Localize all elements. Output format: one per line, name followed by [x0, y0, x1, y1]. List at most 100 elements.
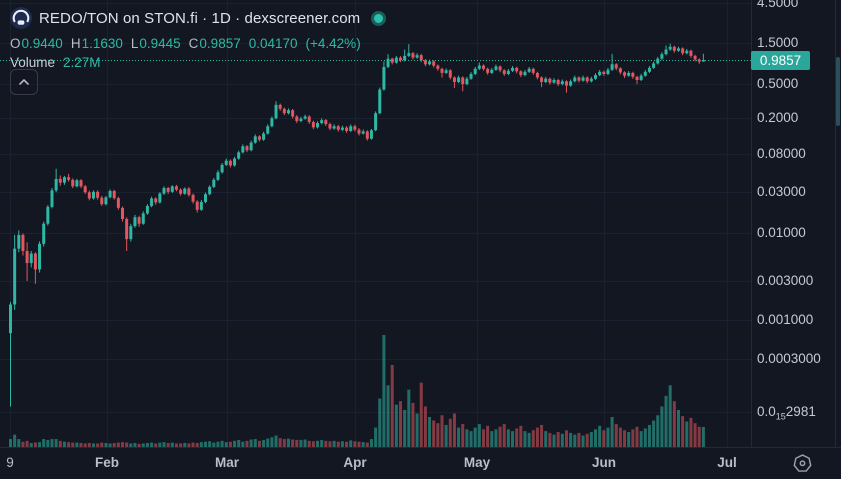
candle-body [216, 172, 220, 180]
candle-body [253, 136, 257, 143]
volume-bar [121, 442, 125, 447]
volume-bar [291, 439, 295, 447]
volume-bar [581, 435, 585, 447]
candle-body [166, 188, 170, 192]
price-tick-label: 0.5000 [757, 76, 799, 91]
volume-bar [116, 442, 120, 447]
candle-body [320, 120, 324, 124]
candle-body [535, 72, 539, 78]
price-tick-label: 0.03000 [757, 184, 806, 199]
candle-body [29, 253, 33, 264]
price-tick-label: 4.5000 [757, 0, 799, 10]
volume-bar [42, 439, 46, 447]
volume-bar [577, 432, 581, 447]
volume-bar [407, 389, 411, 447]
volume-label: Volume [10, 55, 56, 70]
volume-bar [369, 439, 373, 447]
candle-body [133, 217, 137, 227]
candle-body [473, 68, 477, 74]
candle-body [245, 146, 249, 151]
volume-bar [477, 424, 481, 447]
candle-body [602, 71, 606, 74]
volume-bar [589, 432, 593, 447]
volume-bar [519, 425, 523, 447]
candle-body [374, 113, 378, 131]
collapse-legend-button[interactable] [10, 69, 38, 95]
candle-body [100, 197, 104, 205]
volume-bar [340, 441, 344, 447]
volume-bar [664, 395, 668, 447]
candle-body [382, 66, 386, 90]
volume-bar [38, 442, 42, 447]
axis-settings-button[interactable] [789, 450, 815, 476]
candle-body [581, 77, 585, 81]
candle-body [548, 78, 552, 83]
candle-body [33, 253, 37, 270]
volume-bar [614, 424, 618, 447]
time-tick-label: Jun [591, 455, 617, 470]
candle-body [681, 48, 685, 54]
candle-body [540, 77, 544, 82]
candle-body [614, 64, 618, 69]
candle-body [112, 190, 116, 199]
volume-bar [498, 426, 502, 447]
candle-body [419, 55, 423, 61]
candle-body [257, 136, 261, 140]
candle-body [42, 223, 46, 244]
candle-body [652, 63, 656, 68]
candle-body [199, 201, 203, 210]
volume-bar [403, 409, 407, 447]
candle-body [21, 234, 25, 252]
volume-bar [311, 441, 315, 447]
volume-bar [598, 425, 602, 447]
volume-bar [511, 431, 515, 447]
candle-body [349, 126, 353, 131]
volume-bar [444, 424, 448, 447]
candle-body [183, 188, 187, 194]
change-percent: (+4.42%) [305, 36, 361, 51]
volume-bar [307, 440, 311, 447]
volume-bar [170, 442, 174, 447]
candle-body [369, 130, 373, 139]
time-axis[interactable]: 9 Feb Mar Apr May Jun Jul [0, 448, 841, 479]
volume-bar [228, 441, 232, 447]
price-tick-label: 0.003000 [757, 273, 814, 288]
volume-bar [316, 440, 320, 447]
volume-bar [324, 440, 328, 447]
volume-bar [548, 432, 552, 447]
candle-body [121, 207, 125, 219]
scrollbar-thumb[interactable] [836, 57, 840, 126]
candle-body [411, 53, 415, 58]
candle-body [137, 217, 141, 224]
volume-bar [635, 426, 639, 447]
candle-body [573, 77, 577, 82]
volume-bar [79, 443, 83, 447]
volume-bar [187, 443, 191, 447]
candle-body [506, 70, 510, 74]
volume-bar [58, 440, 62, 447]
volume-bar [125, 442, 129, 447]
volume-bar [87, 443, 91, 447]
volume-bar [257, 440, 261, 447]
candle-body [75, 180, 79, 187]
change-absolute: 0.04170 [248, 36, 298, 51]
price-axis[interactable]: 4.5000 1.5000 0.5000 0.2000 0.08000 0.03000 0.… [751, 0, 835, 447]
volume-bar [523, 431, 527, 447]
time-tick-label: Mar [214, 455, 240, 470]
volume-bar [378, 398, 382, 447]
volume-bar [631, 429, 635, 447]
volume-bar [62, 441, 66, 447]
candle-body [162, 188, 166, 194]
volume-bar [71, 442, 75, 447]
candle-body [390, 58, 394, 63]
candle-body [399, 57, 403, 61]
volume-bar [643, 428, 647, 447]
candle-body [403, 55, 407, 61]
candle-body [569, 81, 573, 86]
volume-bar [332, 440, 336, 447]
candle-body [552, 79, 556, 83]
candle-body [490, 69, 494, 73]
candle-body [660, 54, 664, 59]
ohlc-close: C 0.9857 [188, 36, 241, 51]
